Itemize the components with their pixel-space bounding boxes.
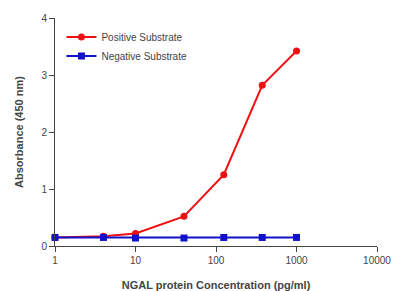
svg-text:4: 4: [41, 13, 47, 24]
svg-text:10000: 10000: [363, 255, 391, 266]
svg-text:0: 0: [41, 241, 47, 252]
svg-text:1: 1: [52, 255, 58, 266]
svg-text:Absorbance (450 nm): Absorbance (450 nm): [13, 76, 25, 188]
svg-text:NGAL protein Concentration (pg: NGAL protein Concentration (pg/ml): [122, 279, 311, 291]
svg-text:Negative Substrate: Negative Substrate: [101, 51, 186, 62]
svg-text:1: 1: [41, 184, 47, 195]
svg-text:1000: 1000: [285, 255, 308, 266]
svg-text:10: 10: [130, 255, 142, 266]
svg-text:Positive Substrate: Positive Substrate: [101, 32, 182, 43]
svg-text:100: 100: [208, 255, 225, 266]
svg-text:2: 2: [41, 127, 47, 138]
svg-text:3: 3: [41, 70, 47, 81]
